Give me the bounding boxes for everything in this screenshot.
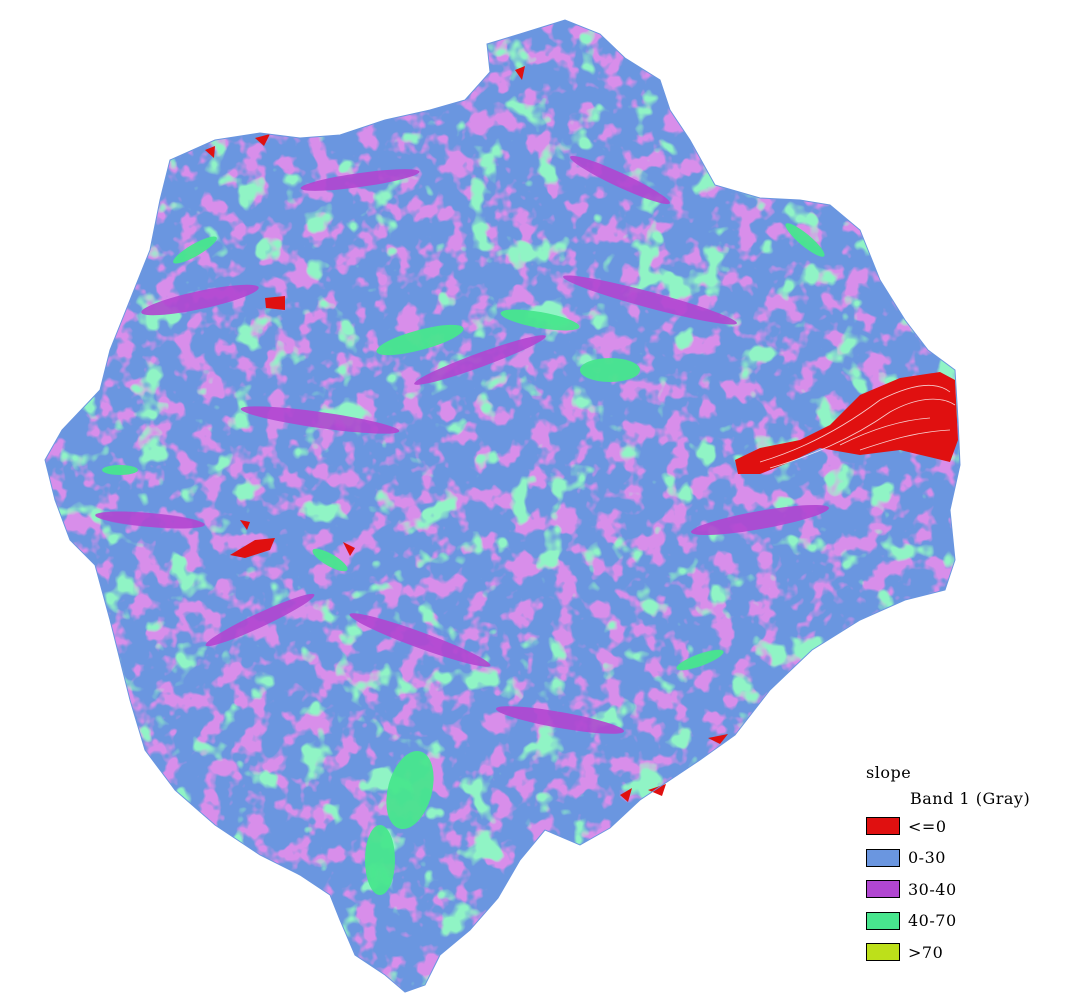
legend-layer-name: slope bbox=[866, 763, 912, 782]
legend-item-le0: <=0 bbox=[866, 816, 1066, 836]
red-patch-small-7 bbox=[205, 146, 215, 158]
basin-outline bbox=[44, 19, 961, 993]
legend-label-30-40: 30-40 bbox=[908, 879, 957, 899]
legend-swatch-le0 bbox=[866, 817, 900, 835]
legend-item-gt70: >70 bbox=[866, 942, 1066, 962]
red-patch-small-3 bbox=[620, 788, 632, 802]
legend-band-label: Band 1 (Gray) bbox=[910, 789, 1031, 808]
legend-swatch-0-30 bbox=[866, 848, 900, 867]
red-patch-west bbox=[230, 538, 275, 558]
red-patch-small-9 bbox=[240, 520, 250, 530]
legend-item-0-30: 0-30 bbox=[866, 848, 1066, 868]
red-patch-small-2 bbox=[343, 542, 355, 556]
legend-swatch-30-40 bbox=[866, 880, 900, 898]
legend-label-0-30: 0-30 bbox=[908, 848, 946, 867]
legend-item-40-70: 40-70 bbox=[866, 911, 1066, 931]
red-patch-small-1 bbox=[265, 296, 285, 310]
class-40-70-patches bbox=[102, 223, 825, 895]
red-patch-small-5 bbox=[708, 734, 728, 744]
legend-swatch-40-70 bbox=[866, 911, 900, 930]
red-patch-small-8 bbox=[255, 134, 270, 146]
legend-item-30-40: 30-40 bbox=[866, 879, 1066, 899]
map-legend: slope Band 1 (Gray) <=0 0-30 30-40 40-70… bbox=[866, 763, 1066, 974]
red-patch-small-6 bbox=[515, 66, 525, 80]
red-patch-small-4 bbox=[648, 784, 666, 796]
legend-label-40-70: 40-70 bbox=[908, 911, 957, 930]
red-patch-contours bbox=[759, 385, 956, 469]
legend-swatch-gt70 bbox=[866, 943, 900, 961]
legend-label-le0: <=0 bbox=[908, 816, 947, 836]
legend-label-gt70: >70 bbox=[908, 942, 944, 962]
